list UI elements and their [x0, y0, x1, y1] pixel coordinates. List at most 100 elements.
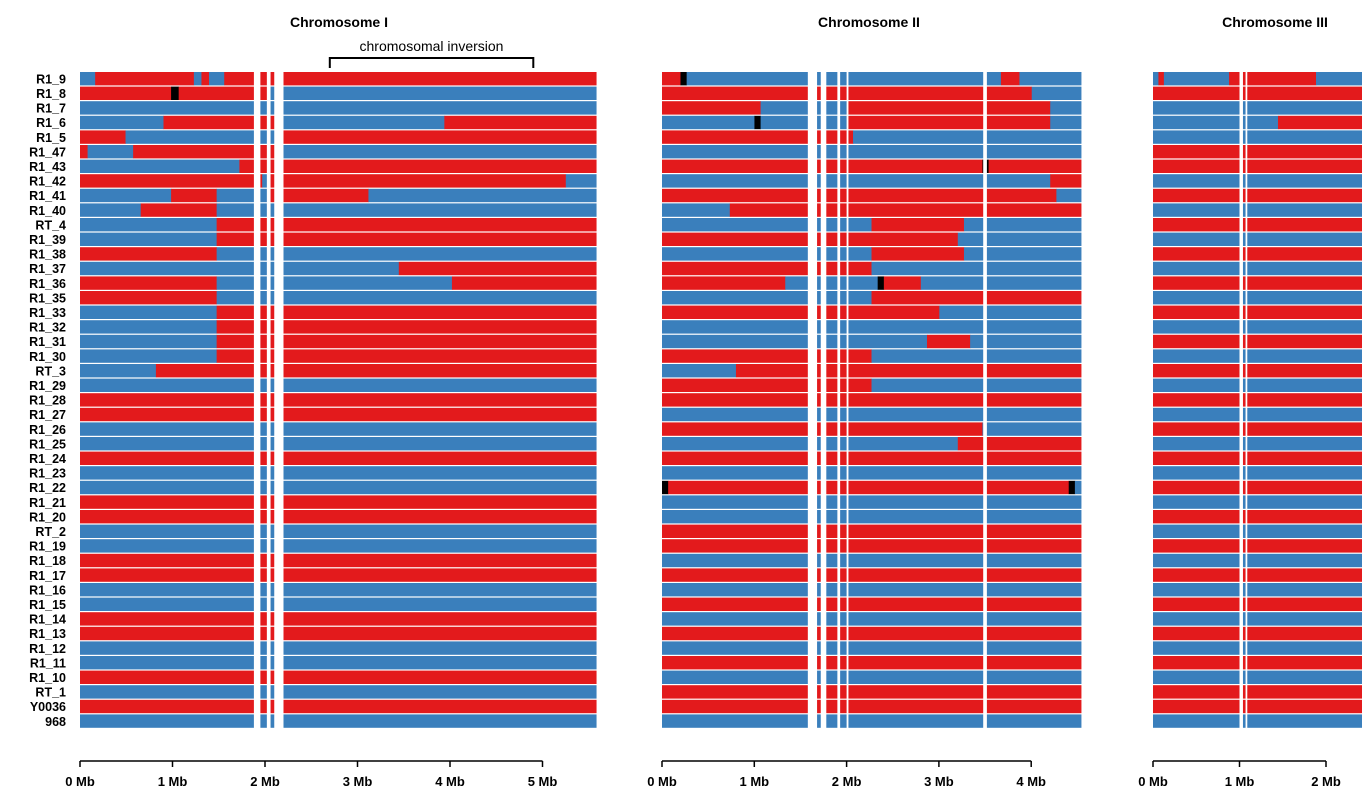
sample-label: RT_2 [35, 525, 66, 539]
genotype-block [662, 247, 872, 261]
genotype-block [80, 612, 597, 626]
genotype-block [171, 86, 180, 100]
sample-label: R1_24 [29, 452, 66, 466]
genotype-block [662, 451, 1082, 465]
sample-label: R1_7 [36, 102, 66, 116]
genotype-block [80, 714, 597, 728]
genotype-block [140, 203, 218, 217]
genotype-block [80, 86, 172, 100]
genotype-block [193, 72, 202, 86]
genotype-block [662, 276, 786, 290]
genotype-block [80, 101, 597, 115]
sample-label: R1_47 [29, 145, 66, 159]
genotype-block [95, 72, 195, 86]
genotype-block [662, 685, 1082, 699]
x-axis-ticks: 0 Mb 1 Mb 2 Mb 3 Mb 4 Mb [647, 761, 1046, 789]
genotype-block [1153, 685, 1362, 699]
marker-gaps [807, 71, 987, 730]
genotype-block [1153, 451, 1362, 465]
genotype-block [662, 641, 1082, 655]
genotype-block [1153, 86, 1362, 100]
sample-label: R1_8 [36, 87, 66, 101]
genotype-block [1153, 583, 1362, 597]
genotype-block [1153, 247, 1362, 261]
sample-label: R1_33 [29, 306, 66, 320]
genotype-block [1000, 72, 1020, 86]
genotype-block [662, 203, 731, 217]
panel-title: Chromosome II [818, 14, 920, 30]
genotype-block [1153, 232, 1362, 246]
genotype-block [662, 320, 1082, 334]
genotype-block [1068, 480, 1076, 495]
genotype-block [216, 334, 597, 349]
genotype-block [686, 72, 1002, 86]
sample-label: R1_12 [29, 642, 66, 656]
panel-chromosome-2: Chromosome II 0 Mb 1 Mb 2 Mb 3 Mb 4 Mb [647, 14, 1082, 789]
genotype-block [662, 174, 1051, 188]
sample-label: R1_39 [29, 233, 66, 247]
sample-label: R1_23 [29, 467, 66, 481]
sample-label: RT_3 [35, 364, 66, 378]
genotype-block [970, 334, 1082, 349]
genotype-block [1153, 656, 1362, 670]
genotype-block [80, 364, 157, 378]
sample-label: R1_41 [29, 189, 66, 203]
genotype-block [1153, 276, 1362, 290]
genotype-block [209, 72, 225, 86]
genotype-block [662, 393, 1082, 407]
genotype-block [939, 305, 1082, 319]
genotype-block [80, 626, 597, 641]
genotype-block [1277, 115, 1362, 130]
genotype-block [80, 320, 218, 334]
genotype-block [133, 145, 278, 159]
genotype-block [662, 714, 1082, 728]
genotype-block [163, 115, 278, 130]
sample-label: R1_18 [29, 554, 66, 568]
marker-gap [1245, 71, 1248, 730]
sample-label: R1_30 [29, 350, 66, 364]
marker-gap [837, 71, 841, 730]
genotype-block [444, 115, 597, 130]
genotype-block [1153, 495, 1362, 509]
genotype-block [80, 583, 597, 597]
panel-chromosome-1: Chromosome I chromosomal inversion 0 Mb 1… [65, 14, 597, 789]
genotype-block [80, 203, 142, 217]
genotype-block [871, 218, 965, 232]
sample-label: R1_20 [29, 510, 66, 524]
genotype-block [662, 612, 1082, 626]
genotype-block [1050, 115, 1082, 130]
genotype-block [80, 495, 597, 509]
genotype-block [80, 174, 263, 188]
sample-label: R1_10 [29, 671, 66, 685]
genotype-block [883, 276, 922, 290]
genotype-block [1153, 510, 1362, 524]
genotype-block [1153, 480, 1362, 495]
genotype-block [80, 291, 218, 305]
sample-label: R1_17 [29, 569, 66, 583]
genotype-block [871, 261, 1082, 276]
genotype-block [216, 276, 453, 290]
x-axis: 0 Mb 1 Mb 2 Mb 3 Mb 4 Mb [647, 760, 1046, 789]
genotype-block [662, 378, 872, 392]
genotype-block [80, 232, 218, 246]
sample-label: R1_15 [29, 598, 66, 612]
marker-gap [274, 71, 284, 730]
panel-title: Chromosome I [290, 14, 388, 30]
sample-label: R1_38 [29, 248, 66, 262]
genotype-block [1153, 218, 1362, 232]
genotype-block [178, 86, 271, 100]
genotype-block [1153, 364, 1362, 378]
genotype-block [1153, 145, 1362, 159]
genotype-block [846, 101, 1051, 115]
genotype-block [871, 378, 1082, 392]
genotype-block [1153, 612, 1362, 626]
genotype-block [662, 218, 872, 232]
genotype-block [80, 188, 172, 203]
sample-label: R1_27 [29, 408, 66, 422]
genotype-block [1153, 422, 1362, 436]
genotype-block [1153, 539, 1362, 553]
x-axis-ticks: 0 Mb 1 Mb 2 Mb 3 Mb 4 Mb 5 Mb [65, 761, 557, 789]
x-tick-label: 1 Mb [158, 774, 188, 789]
genotype-block [1153, 553, 1362, 568]
genotype-block [1153, 115, 1279, 130]
